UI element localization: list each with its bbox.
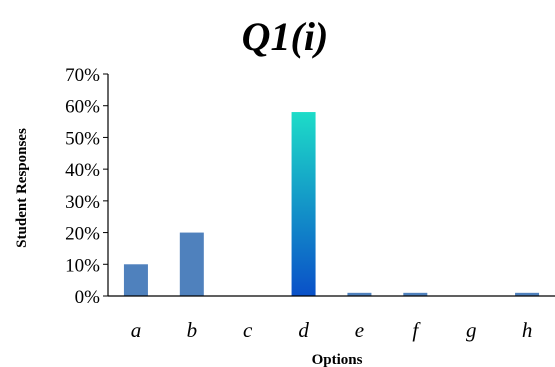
y-tick-label: 20% <box>65 224 100 245</box>
y-tick-label: 70% <box>65 65 100 86</box>
bar-e <box>347 292 372 296</box>
x-tick-label-c: c <box>243 318 253 342</box>
chart-title: Q1(i) <box>242 14 329 59</box>
y-tick-label: 10% <box>65 255 100 276</box>
y-tick-label: 0% <box>75 287 101 308</box>
x-tick-label-b: b <box>187 318 198 342</box>
bars <box>123 112 540 296</box>
x-tick-label-a: a <box>131 318 142 342</box>
y-axis-label: Student Responses <box>14 128 30 248</box>
x-tick-label-d: d <box>298 318 309 342</box>
x-tick-label-g: g <box>466 318 477 342</box>
x-tick-label-f: f <box>412 318 421 342</box>
y-tick-label: 30% <box>65 192 100 213</box>
y-tick-label: 50% <box>65 128 100 149</box>
bar-f <box>403 292 428 296</box>
x-tick-label-e: e <box>355 318 364 342</box>
x-axis-ticks: a b c d e f g h <box>131 318 533 342</box>
x-tick-label-h: h <box>522 318 533 342</box>
bar-h <box>515 292 540 296</box>
y-tick-label: 40% <box>65 160 100 181</box>
bar-a <box>123 264 148 296</box>
x-axis-label: Options <box>312 352 363 367</box>
y-axis-ticks: 0% 10% 20% 30% 40% 50% 60% 70% <box>65 65 108 308</box>
bar-d <box>291 112 316 296</box>
y-tick-label: 60% <box>65 97 100 118</box>
bar-b <box>179 232 204 296</box>
